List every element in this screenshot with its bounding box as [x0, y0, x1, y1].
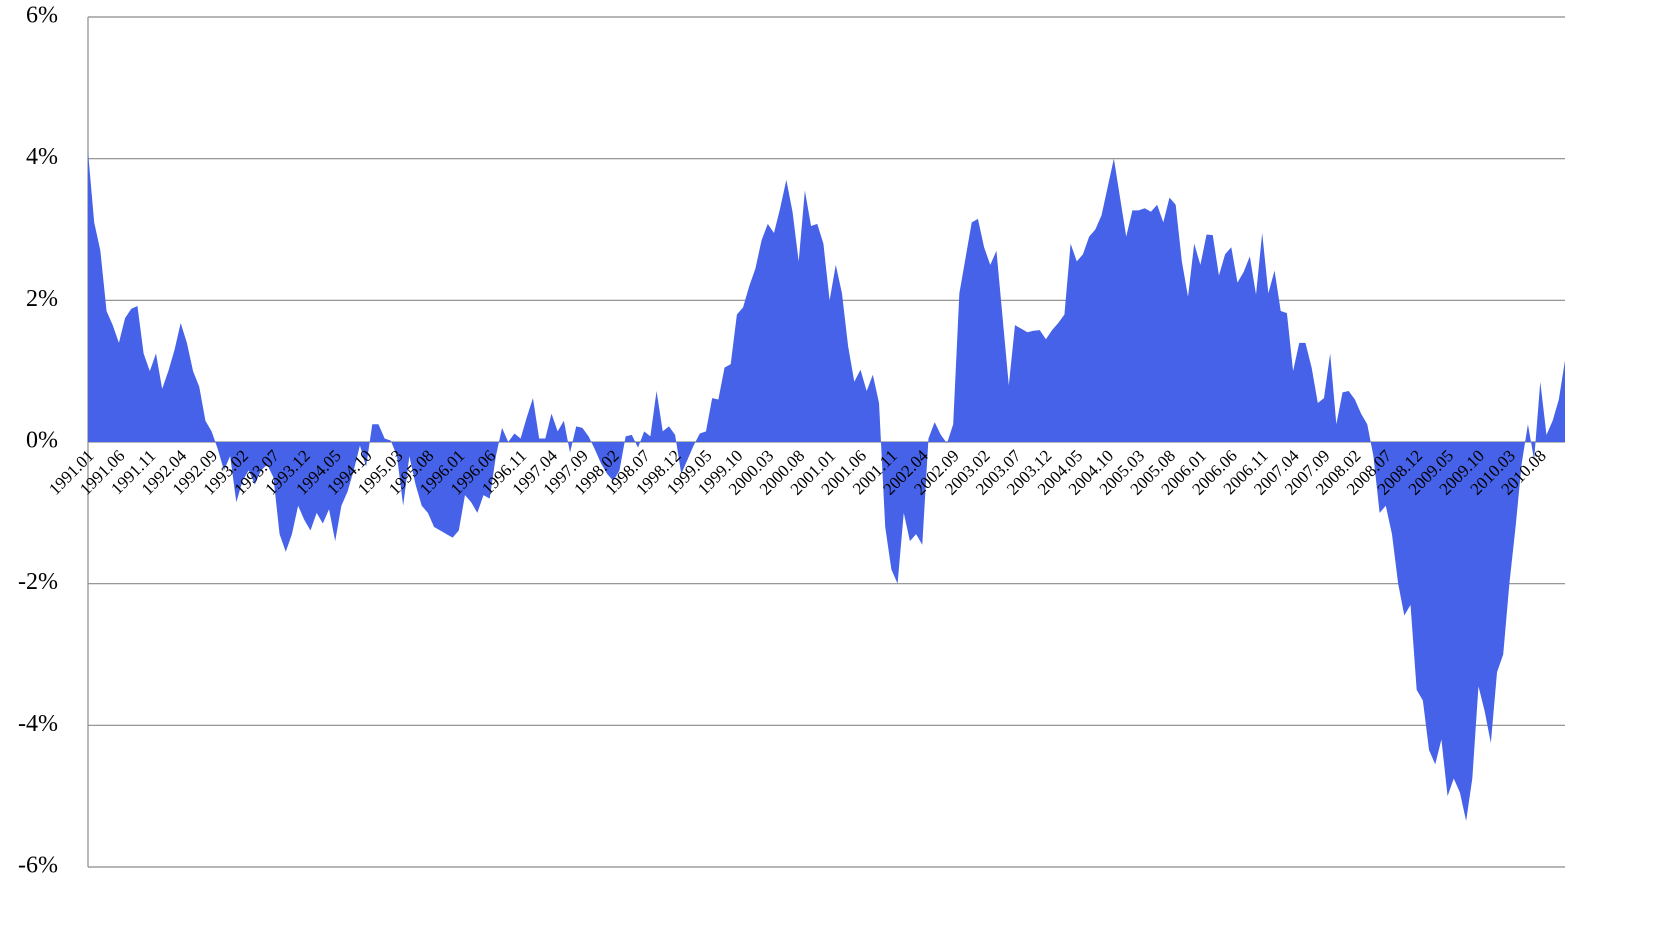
y-tick-label: -2% — [18, 569, 58, 595]
y-tick-label: -4% — [18, 711, 58, 737]
y-tick-label: 0% — [26, 428, 58, 454]
y-tick-label: -6% — [18, 853, 58, 879]
y-tick-label: 2% — [26, 286, 58, 312]
y-tick-label: 6% — [26, 3, 58, 29]
area — [88, 151, 1565, 821]
y-tick-label: 4% — [26, 144, 58, 170]
